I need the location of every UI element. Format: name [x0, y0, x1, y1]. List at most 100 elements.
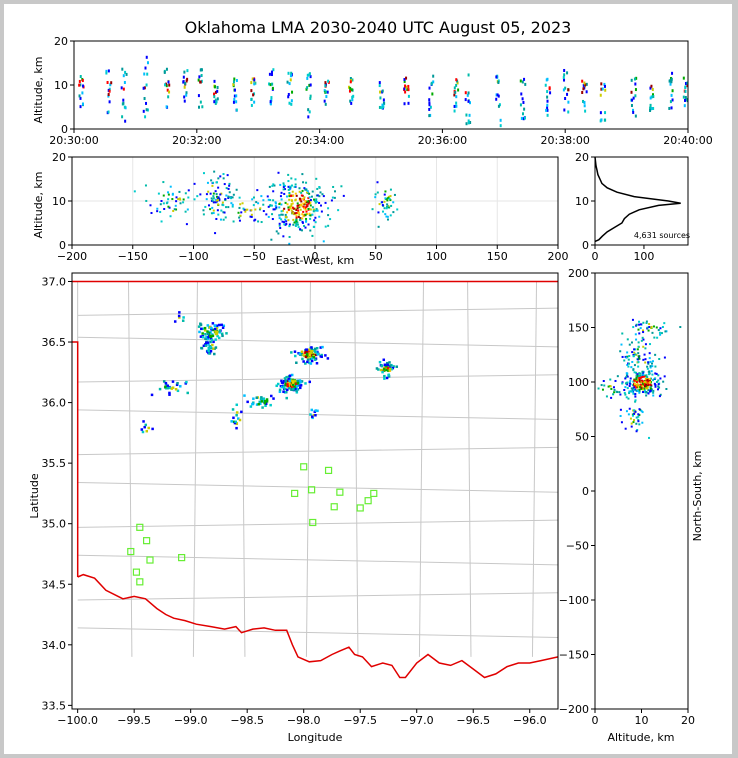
time-height-source	[428, 98, 431, 102]
time-height-source	[349, 80, 352, 84]
ew-source	[279, 183, 282, 186]
time-height-source	[110, 81, 113, 85]
ew-source	[290, 204, 293, 207]
time-height-source	[121, 115, 124, 119]
time-height-source	[499, 124, 502, 128]
histogram-xtick-label: 100	[633, 250, 654, 263]
time-height-source	[583, 104, 586, 108]
ns-source	[646, 382, 649, 385]
ew-source	[225, 187, 228, 190]
ns-source	[659, 327, 662, 330]
ns-source	[625, 410, 628, 413]
plan-view-source	[316, 409, 319, 413]
ew-source	[283, 221, 286, 224]
plan-view-source	[296, 384, 299, 388]
time-height-source	[686, 99, 689, 103]
ns-source	[628, 362, 631, 365]
ns-ytick-label: 150	[568, 322, 589, 335]
plan-view-source	[386, 366, 390, 370]
ew-source	[299, 228, 302, 231]
plan-view-source	[151, 427, 154, 431]
time-tick-label: 20:38:00	[540, 134, 589, 147]
time-height-source	[546, 106, 549, 110]
ew-source	[287, 173, 290, 176]
ns-source	[658, 386, 661, 389]
plan-view-source	[287, 377, 291, 381]
time-height-source	[563, 78, 566, 82]
time-height-source	[381, 106, 384, 110]
time-height-source	[457, 88, 460, 92]
ew-source	[217, 203, 220, 206]
ew-source	[306, 190, 309, 193]
time-height-source	[381, 103, 384, 107]
time-height-source	[546, 113, 549, 117]
plan-view-frame	[71, 272, 559, 710]
ew-source	[300, 229, 303, 232]
time-height-source	[670, 93, 673, 97]
time-height-source	[599, 111, 602, 115]
ns-source	[631, 351, 634, 354]
longitude-tick-label: −99.0	[174, 714, 208, 727]
ew-source	[311, 213, 314, 216]
plan-view-source	[308, 361, 311, 365]
time-height-source	[144, 115, 147, 119]
ns-source	[625, 396, 628, 399]
plan-view-source	[311, 357, 314, 360]
plan-view-source	[321, 345, 324, 349]
ew-source	[292, 207, 295, 210]
time-height-source	[669, 82, 672, 86]
time-height-source	[650, 84, 653, 88]
ns-source	[641, 336, 644, 339]
plan-view-source	[237, 417, 240, 420]
plan-view-source	[282, 390, 285, 393]
ns-source	[648, 378, 651, 381]
ew-source	[301, 189, 304, 192]
ew-source	[300, 200, 303, 203]
time-height-source	[287, 71, 290, 75]
longitude-tick-label: −96.0	[513, 714, 547, 727]
ew-source	[288, 198, 291, 201]
time-height-source	[428, 103, 431, 107]
ew-source	[212, 195, 215, 198]
plan-view-source	[326, 357, 330, 360]
plan-view-source	[293, 385, 297, 389]
ew-source	[309, 199, 312, 202]
time-height-source	[107, 110, 110, 114]
plan-view-source	[207, 335, 210, 339]
plan-view-source	[217, 323, 221, 327]
ew-source	[272, 208, 275, 211]
time-height-source	[269, 83, 272, 87]
plan-view-source	[204, 337, 207, 340]
plan-view-source	[201, 335, 205, 339]
plan-view-source	[388, 369, 392, 372]
time-height-source	[308, 83, 311, 87]
ns-source	[654, 353, 657, 356]
plan-view-source	[308, 380, 312, 384]
ew-source	[246, 208, 249, 211]
ns-source	[628, 381, 631, 384]
ns-source	[638, 374, 641, 377]
plan-view-source	[215, 332, 218, 336]
ew-source	[245, 208, 248, 211]
plan-view-source	[294, 354, 297, 358]
ew-source	[212, 181, 215, 184]
ew-source	[318, 195, 321, 198]
time-height-source	[232, 100, 235, 104]
ns-source	[635, 376, 638, 379]
ew-source	[238, 196, 241, 199]
ns-source	[649, 381, 652, 384]
ew-source	[239, 203, 242, 206]
time-height-source	[213, 79, 216, 83]
ew-source	[381, 204, 384, 207]
ew-source	[284, 201, 287, 204]
ew-source	[275, 230, 278, 233]
plan-view-source	[275, 384, 278, 388]
time-height-source	[520, 116, 523, 120]
plan-view-source	[200, 327, 203, 331]
ew-source	[386, 218, 389, 221]
ns-source	[614, 379, 617, 382]
plan-view-source	[377, 368, 380, 371]
ns-source	[662, 380, 665, 383]
plan-view-source	[206, 341, 210, 344]
ew-source	[389, 199, 392, 202]
